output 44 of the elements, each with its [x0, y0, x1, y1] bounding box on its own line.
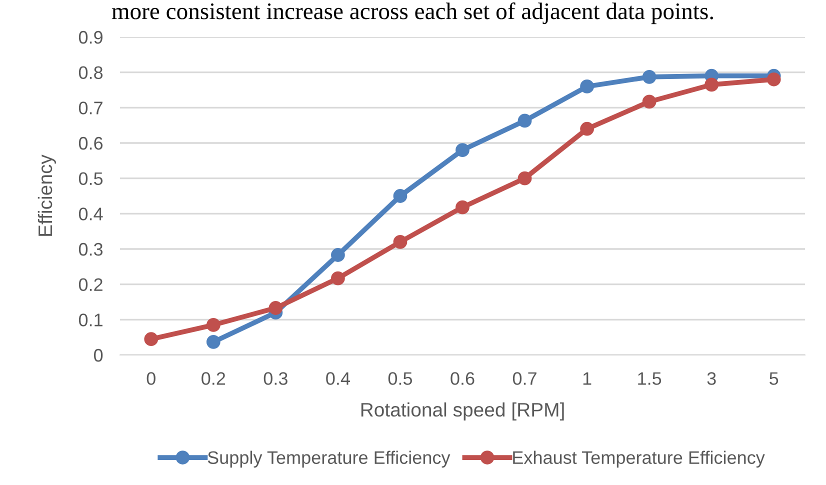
point — [642, 70, 656, 84]
y-tick-label: 0.7 — [78, 102, 102, 114]
point — [642, 94, 656, 109]
x-tick-label: 0.2 — [202, 372, 226, 385]
point — [268, 301, 283, 315]
point — [393, 234, 408, 249]
y-tick-label: 0.1 — [78, 314, 102, 326]
point — [704, 78, 719, 92]
point — [456, 143, 470, 158]
y-tick-label: 0.6 — [78, 136, 103, 150]
point — [456, 200, 470, 214]
x-tick-label: 1.5 — [638, 372, 662, 385]
point — [518, 114, 532, 128]
point — [580, 122, 594, 136]
y-tick-label: 0.9 — [78, 30, 102, 44]
point — [331, 248, 345, 262]
x-tick-label: 5 — [770, 372, 778, 385]
x-tick-label: 3 — [707, 372, 716, 385]
x-tick-label: 0.5 — [388, 372, 412, 385]
x-tick-label: 0.6 — [450, 372, 474, 385]
y-tick-label: 0.3 — [78, 242, 103, 256]
x-tick-label: 0 — [146, 372, 156, 385]
point — [144, 332, 158, 346]
point — [206, 318, 220, 332]
legend-label: Supply Temperature Efficiency — [208, 450, 450, 468]
legend-label: Exhaust Temperature Efficiency — [513, 450, 765, 468]
x-tick-label: 0.3 — [264, 372, 288, 385]
x-axis-title: Rotational speed [RPM] — [361, 402, 564, 421]
point — [393, 189, 408, 203]
y-axis-title: Efficiency — [38, 154, 56, 236]
y-tick-label: 0 — [94, 348, 103, 362]
x-tick-label: 1 — [583, 372, 592, 385]
point — [580, 80, 594, 94]
y-tick-label: 0.8 — [78, 66, 103, 80]
point — [331, 271, 345, 286]
y-tick-label: 0.2 — [78, 278, 102, 292]
point — [206, 334, 220, 349]
point — [766, 72, 781, 86]
text: more consistent increase across each set of adjacent data points. — [112, 2, 714, 24]
point — [518, 171, 532, 186]
x-tick-label: 0.4 — [326, 372, 350, 385]
x-tick-label: 0.7 — [512, 372, 536, 385]
y-tick-label: 0.5 — [78, 172, 103, 186]
y-tick-label: 0.4 — [78, 208, 103, 220]
